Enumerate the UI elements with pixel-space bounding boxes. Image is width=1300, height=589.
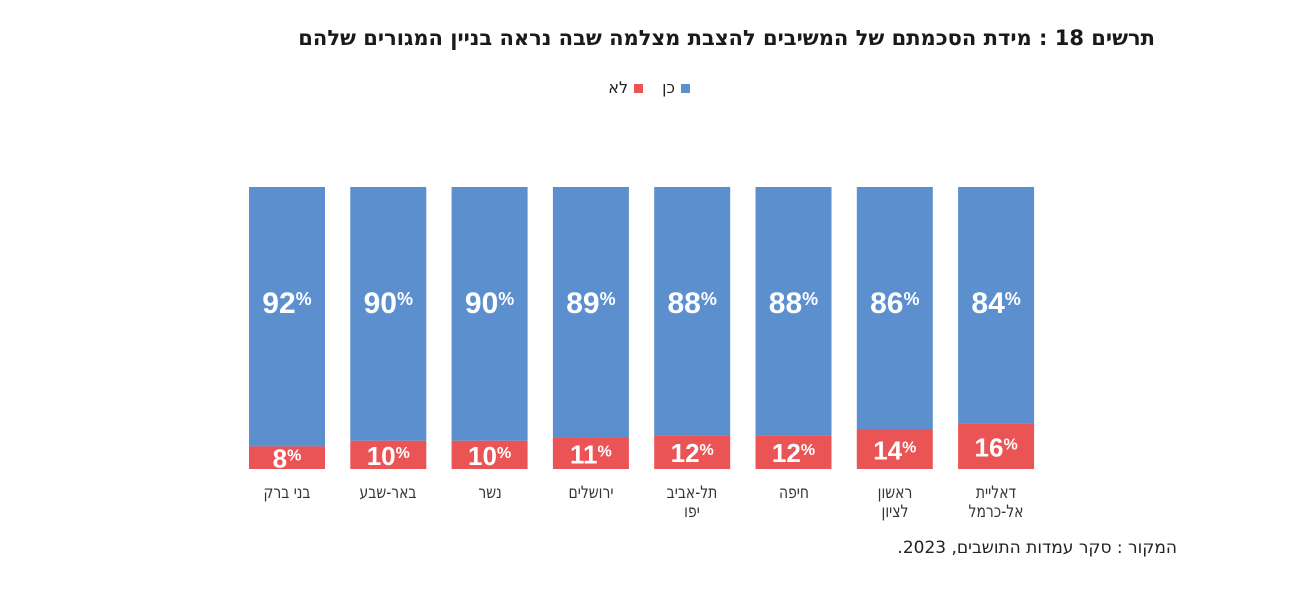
bar-no	[654, 435, 731, 469]
category-label-line: יפו	[684, 502, 701, 522]
bar-yes	[755, 187, 832, 436]
category-label: בני ברק	[242, 484, 332, 503]
category-label: נשר	[444, 484, 534, 503]
data-label-yes: 88%	[668, 287, 717, 320]
data-label-yes: 88%	[769, 287, 818, 320]
bar-yes	[552, 187, 629, 438]
category-label-line: ירושלים	[568, 483, 614, 503]
bar-no	[350, 440, 427, 469]
bar-group: 88% 12%	[755, 187, 832, 469]
bar-group: 86% 14%	[856, 187, 933, 469]
bar-yes	[249, 187, 325, 447]
bar-group: 90% 10%	[451, 187, 528, 471]
chart-title: תרשים 18 : מידת הסכמתם של המשיבים להצבת …	[298, 26, 1155, 50]
category-label-line: ראשון	[877, 483, 913, 503]
category-label-line: דאליית	[975, 483, 1017, 503]
legend-swatch-yes	[681, 84, 690, 93]
category-label: ירושלים	[546, 484, 636, 503]
category-label: ראשון לציון	[850, 484, 940, 522]
bar-group: 88% 12%	[654, 187, 731, 469]
bar-no	[552, 437, 629, 469]
category-label-line: תל-אביב	[666, 483, 718, 503]
category-label-line: לציון	[881, 502, 909, 522]
category-label-line: באר-שבע	[359, 483, 417, 503]
data-label-no: 10%	[468, 441, 511, 471]
category-label: באר-שבע	[343, 484, 433, 503]
data-label-no: 12%	[772, 438, 815, 468]
data-label-no: 11%	[570, 439, 612, 469]
bar-no	[451, 440, 528, 469]
bar-group: 89% 11%	[552, 187, 629, 469]
data-label-yes: 92%	[262, 287, 311, 320]
data-label-yes: 89%	[566, 287, 615, 320]
data-label-no: 10%	[367, 441, 410, 471]
legend-label-yes: כן	[662, 78, 675, 97]
category-label: תל-אביב יפו	[647, 484, 737, 522]
bar-group: 92% 8%	[249, 187, 325, 474]
category-label-line: בני ברק	[263, 483, 311, 503]
legend-label-no: לא	[608, 78, 629, 97]
bar-no	[958, 423, 1035, 469]
bar-no	[755, 435, 832, 469]
data-label-no: 14%	[873, 435, 916, 465]
data-label-yes: 86%	[870, 287, 919, 320]
bar-yes	[350, 187, 427, 441]
source-note: המקור : סקר עמדות התושבים, 2023.	[897, 538, 1177, 558]
data-label-yes: 90%	[465, 287, 514, 320]
legend-item-yes: כן	[662, 78, 690, 97]
legend: כן לא	[0, 78, 690, 97]
bar-group: 84% 16%	[958, 187, 1035, 469]
legend-swatch-no	[634, 84, 644, 93]
data-label-no: 16%	[975, 432, 1018, 462]
bar-yes	[654, 187, 731, 436]
category-label: חיפה	[748, 484, 838, 503]
category-label-line: נשר	[477, 483, 502, 503]
data-label-yes: 84%	[971, 287, 1020, 320]
legend-item-no: לא	[608, 78, 644, 97]
bar-yes	[856, 187, 933, 430]
category-label-line: חיפה	[778, 483, 809, 503]
bar-no	[249, 446, 325, 469]
bar-group: 90% 10%	[350, 187, 427, 471]
category-label: דאליית אל-כרמל	[951, 484, 1041, 522]
data-label-no: 12%	[671, 438, 714, 468]
data-label-yes: 90%	[364, 287, 413, 320]
bar-yes	[451, 187, 528, 441]
bar-no	[856, 429, 933, 469]
category-label-line: אל-כרמל	[968, 502, 1024, 522]
data-label-no: 8%	[273, 444, 302, 474]
bar-yes	[958, 187, 1035, 424]
